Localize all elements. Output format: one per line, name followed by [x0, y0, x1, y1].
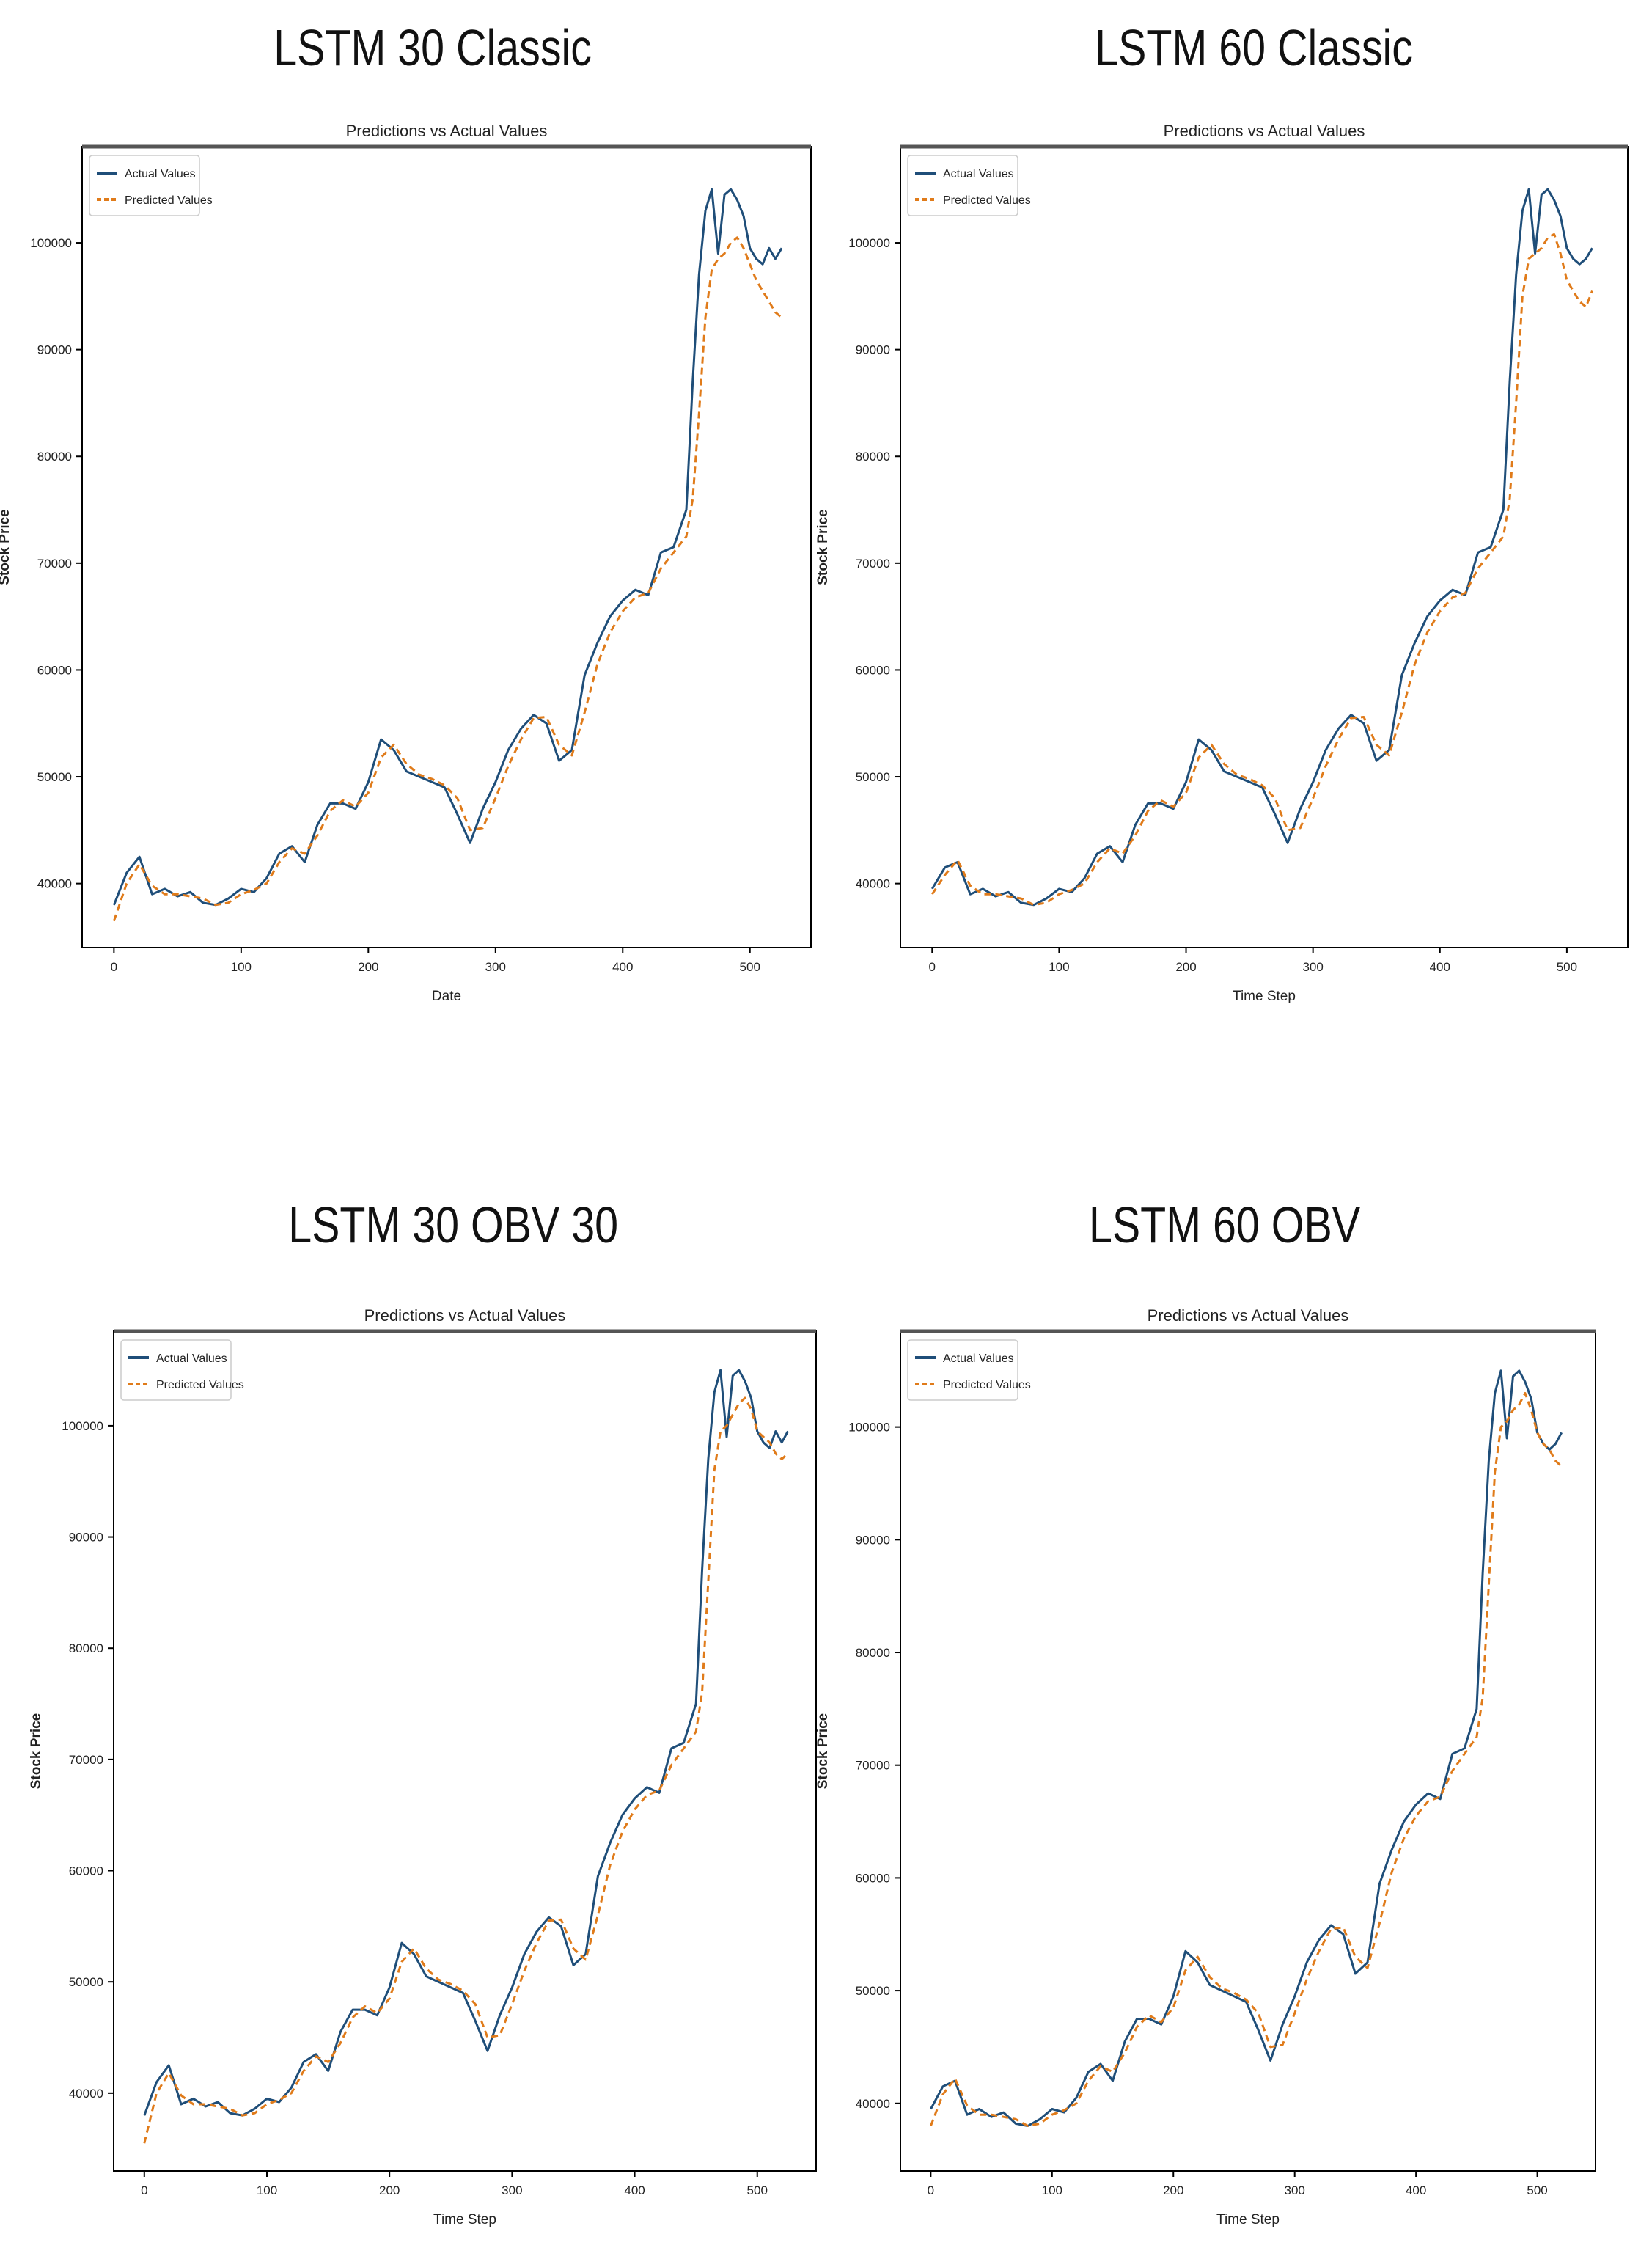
y-tick-label: 80000 — [856, 450, 890, 464]
y-tick-label: 100000 — [848, 1421, 890, 1435]
legend-box — [120, 1339, 232, 1401]
x-tick-label: 100 — [257, 2183, 277, 2197]
legend-box — [907, 155, 1018, 216]
y-tick-label: 70000 — [69, 1753, 103, 1767]
x-axis-label: Time Step — [433, 2212, 496, 2227]
y-tick-label: 40000 — [856, 877, 890, 891]
x-tick-label: 300 — [1302, 960, 1323, 974]
y-tick-label: 50000 — [37, 770, 72, 784]
x-tick-label: 200 — [358, 960, 378, 974]
x-tick-label: 0 — [141, 2183, 147, 2197]
legend-label: Actual Values — [156, 1352, 227, 1365]
x-tick-label: 300 — [485, 960, 506, 974]
x-tick-label: 300 — [1285, 2183, 1305, 2197]
y-axis-label: Stock Price — [815, 1713, 831, 1790]
y-tick-label: 90000 — [856, 343, 890, 357]
y-tick-label: 90000 — [856, 1533, 890, 1547]
y-tick-label: 100000 — [62, 1419, 103, 1433]
chart-title: Predictions vs Actual Values — [1148, 1306, 1349, 1325]
y-tick-label: 80000 — [856, 1646, 890, 1660]
y-axis-label: Stock Price — [0, 509, 12, 585]
predicted-values-line — [143, 1396, 789, 2144]
y-tick-label: 100000 — [848, 236, 890, 250]
x-tick-label: 200 — [379, 2183, 400, 2197]
y-tick-label: 50000 — [69, 1975, 103, 1989]
legend-label: Predicted Values — [943, 194, 1031, 207]
x-tick-label: 200 — [1175, 960, 1196, 974]
y-tick-label: 50000 — [856, 770, 890, 784]
x-tick-label: 300 — [502, 2183, 522, 2197]
legend-label: Predicted Values — [125, 194, 213, 207]
y-tick-label: 70000 — [856, 557, 890, 571]
actual-values-line — [143, 1369, 789, 2117]
y-tick-label: 40000 — [856, 2097, 890, 2111]
x-tick-label: 0 — [928, 2183, 934, 2197]
x-tick-label: 400 — [1430, 960, 1450, 974]
x-tick-label: 100 — [231, 960, 252, 974]
y-tick-label: 40000 — [37, 877, 72, 891]
x-tick-label: 400 — [1406, 2183, 1426, 2197]
y-tick-label: 70000 — [856, 1759, 890, 1773]
y-tick-label: 90000 — [37, 343, 72, 357]
x-tick-label: 500 — [747, 2183, 768, 2197]
actual-values-line — [113, 188, 783, 907]
y-tick-label: 60000 — [856, 663, 890, 677]
x-tick-label: 100 — [1049, 960, 1069, 974]
panel-heading-lstm30-obv30: LSTM 30 OBV 30 — [288, 1196, 619, 1253]
x-axis-label: Time Step — [1233, 989, 1296, 1004]
x-axis-label: Time Step — [1216, 2212, 1280, 2227]
actual-values-line — [931, 188, 1593, 907]
x-tick-label: 400 — [624, 2183, 645, 2197]
y-tick-label: 60000 — [856, 1871, 890, 1885]
y-tick-label: 80000 — [69, 1641, 103, 1655]
x-tick-label: 100 — [1042, 2183, 1062, 2197]
chart-lstm30-classic: Predictions vs Actual Values 0 100 200 300 40… — [0, 122, 812, 1004]
actual-values-line — [930, 1369, 1563, 2127]
panel-heading-lstm30-classic: LSTM 30 Classic — [274, 19, 592, 76]
chart-lstm60-classic: Predictions vs Actual Values 0 100 200 300 40… — [815, 122, 1629, 1004]
x-tick-label: 500 — [1527, 2183, 1547, 2197]
legend-label: Actual Values — [943, 1352, 1014, 1365]
x-axis-label: Date — [432, 989, 461, 1004]
predicted-values-line — [112, 236, 783, 922]
panel-heading-lstm60-obv: LSTM 60 OBV — [1088, 1196, 1361, 1253]
x-tick-label: 0 — [929, 960, 936, 974]
legend-label: Predicted Values — [943, 1379, 1031, 1391]
legend-label: Predicted Values — [156, 1379, 244, 1391]
x-tick-label: 0 — [111, 960, 117, 974]
chart-title: Predictions vs Actual Values — [364, 1306, 566, 1325]
chart-title: Predictions vs Actual Values — [1164, 122, 1365, 140]
chart-lstm30-obv30: Predictions vs Actual Values 0 100 200 300 40… — [29, 1306, 817, 2227]
x-tick-label: 500 — [1557, 960, 1577, 974]
y-tick-label: 90000 — [69, 1531, 103, 1545]
x-tick-label: 400 — [612, 960, 633, 974]
y-tick-label: 40000 — [69, 2087, 103, 2101]
y-tick-label: 70000 — [37, 557, 72, 571]
legend-box — [89, 155, 200, 216]
y-tick-label: 80000 — [37, 450, 72, 464]
y-tick-label: 50000 — [856, 1984, 890, 1998]
legend-label: Actual Values — [125, 168, 196, 180]
x-tick-label: 500 — [740, 960, 760, 974]
predicted-values-line — [931, 233, 1593, 907]
y-tick-label: 100000 — [30, 236, 72, 250]
y-tick-label: 60000 — [37, 663, 72, 677]
predicted-values-line — [929, 1392, 1563, 2127]
chart-title: Predictions vs Actual Values — [346, 122, 548, 140]
x-tick-label: 200 — [1163, 2183, 1183, 2197]
plot-frame — [900, 1330, 1596, 2172]
panel-heading-lstm60-classic: LSTM 60 Classic — [1095, 19, 1414, 76]
y-tick-label: 60000 — [69, 1864, 103, 1878]
y-axis-label: Stock Price — [29, 1713, 44, 1790]
y-axis-label: Stock Price — [815, 509, 831, 585]
legend-box — [907, 1339, 1018, 1401]
legend-label: Actual Values — [943, 168, 1014, 180]
